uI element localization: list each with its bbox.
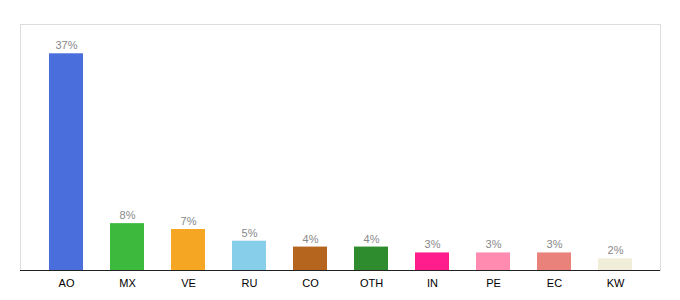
svg-text:4%: 4% bbox=[303, 233, 319, 245]
svg-text:5%: 5% bbox=[242, 227, 258, 239]
svg-text:7%: 7% bbox=[181, 215, 197, 227]
svg-text:3%: 3% bbox=[425, 238, 441, 250]
svg-text:PE: PE bbox=[486, 277, 501, 289]
svg-text:37%: 37% bbox=[55, 39, 77, 51]
svg-text:RU: RU bbox=[242, 277, 258, 289]
svg-text:VE: VE bbox=[181, 277, 196, 289]
svg-text:8%: 8% bbox=[120, 209, 136, 221]
svg-text:4%: 4% bbox=[364, 233, 380, 245]
svg-text:2%: 2% bbox=[608, 244, 624, 256]
svg-text:CO: CO bbox=[302, 277, 319, 289]
svg-text:KW: KW bbox=[607, 277, 625, 289]
svg-text:3%: 3% bbox=[547, 238, 563, 250]
svg-text:MX: MX bbox=[119, 277, 136, 289]
svg-text:3%: 3% bbox=[486, 238, 502, 250]
svg-text:OTH: OTH bbox=[360, 277, 383, 289]
svg-text:EC: EC bbox=[547, 277, 562, 289]
svg-text:IN: IN bbox=[427, 277, 438, 289]
svg-text:AO: AO bbox=[59, 277, 75, 289]
